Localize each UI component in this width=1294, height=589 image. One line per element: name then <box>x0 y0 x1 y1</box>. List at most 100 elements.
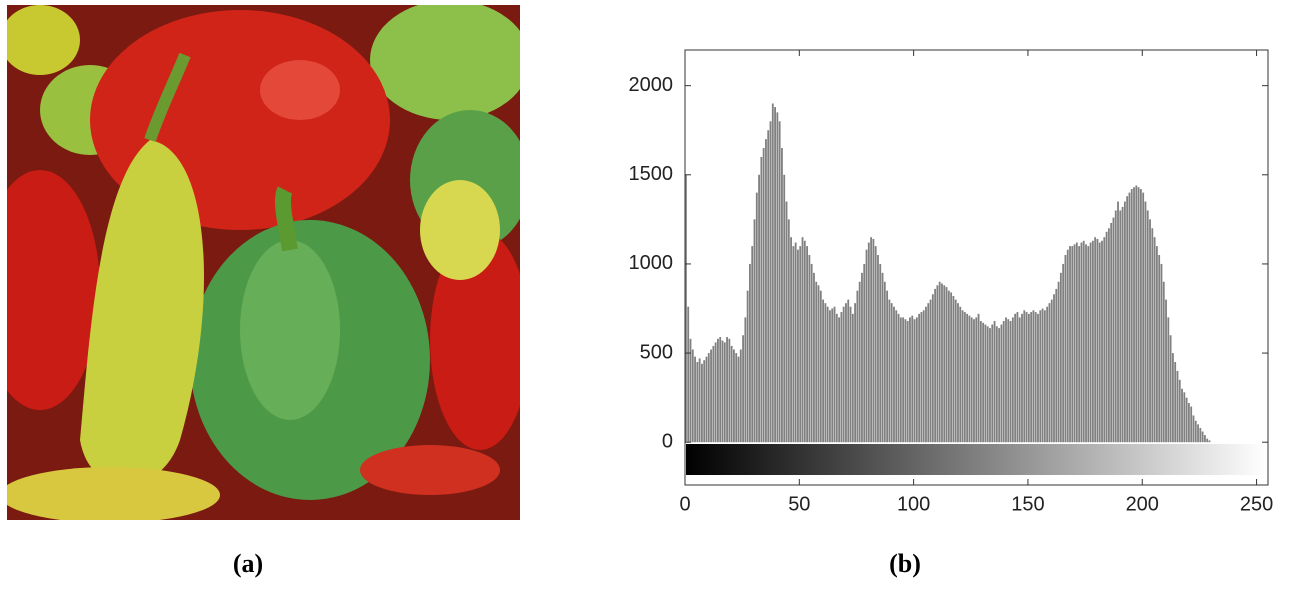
bar <box>719 337 721 442</box>
bar <box>985 325 987 443</box>
bar <box>751 246 753 442</box>
bar <box>932 294 934 442</box>
bar <box>747 291 749 443</box>
bar <box>904 319 906 442</box>
bar <box>1172 353 1174 442</box>
bar <box>797 250 799 443</box>
bar <box>744 317 746 442</box>
bar <box>1197 424 1199 442</box>
bar <box>781 148 783 442</box>
bar <box>957 303 959 442</box>
bar <box>996 326 998 442</box>
bar <box>1051 300 1053 443</box>
caption-a: (a) <box>233 549 263 578</box>
bar <box>934 289 936 442</box>
bar <box>1186 398 1188 443</box>
bar <box>884 282 886 442</box>
bar <box>1177 371 1179 442</box>
bar <box>836 314 838 442</box>
bar <box>1039 310 1041 442</box>
bar <box>1206 439 1208 443</box>
bar <box>1204 435 1206 442</box>
bar <box>1099 243 1101 443</box>
bar <box>925 307 927 442</box>
bar <box>1035 312 1037 442</box>
bar <box>989 328 991 442</box>
bar <box>1117 202 1119 443</box>
bar <box>758 175 760 442</box>
bar <box>742 335 744 442</box>
bar <box>1078 246 1080 442</box>
bar <box>749 264 751 442</box>
bar <box>808 255 810 442</box>
x-tick-label: 150 <box>1011 493 1044 515</box>
bar <box>1058 282 1060 442</box>
bar <box>1103 237 1105 442</box>
bar <box>971 317 973 442</box>
bar <box>943 285 945 442</box>
bar <box>1131 189 1133 442</box>
bar <box>975 317 977 442</box>
bar <box>898 314 900 442</box>
bar <box>1119 210 1121 442</box>
bar <box>1188 403 1190 442</box>
bar <box>790 237 792 442</box>
bar <box>850 307 852 442</box>
bar <box>1183 392 1185 442</box>
bar <box>1190 407 1192 443</box>
bar <box>1156 246 1158 442</box>
bar <box>980 321 982 442</box>
bar <box>1019 317 1021 442</box>
bar <box>1195 421 1197 442</box>
y-tick-label: 500 <box>640 341 673 363</box>
bar <box>786 202 788 443</box>
figure: (a) (b) 0500100015002000050100150200250 <box>0 0 1294 584</box>
bar <box>1193 415 1195 442</box>
bar <box>856 291 858 443</box>
bar <box>1033 310 1035 442</box>
bar <box>765 139 767 442</box>
bar <box>1129 193 1131 443</box>
bar <box>950 292 952 442</box>
bar <box>788 219 790 442</box>
bar <box>767 130 769 442</box>
bar <box>824 303 826 442</box>
bar <box>760 157 762 442</box>
bar <box>879 264 881 442</box>
bar <box>838 317 840 442</box>
bar <box>863 264 865 442</box>
bar <box>1154 237 1156 442</box>
bar <box>1097 239 1099 442</box>
bar <box>1122 207 1124 442</box>
bar <box>987 326 989 442</box>
bar <box>948 291 950 443</box>
bar <box>717 339 719 442</box>
bar <box>916 317 918 442</box>
bar <box>1026 312 1028 442</box>
bar <box>1021 314 1023 442</box>
bar <box>1202 432 1204 443</box>
bar <box>731 346 733 442</box>
bar <box>1174 362 1176 442</box>
y-tick-label: 2000 <box>629 74 674 96</box>
bar <box>847 300 849 443</box>
bar <box>911 316 913 443</box>
bar <box>962 310 964 442</box>
y-tick-label: 0 <box>662 430 673 452</box>
bar <box>1108 228 1110 442</box>
bar <box>692 350 694 443</box>
bar <box>822 300 824 443</box>
bar <box>829 310 831 442</box>
bar <box>690 339 692 442</box>
bar <box>813 273 815 442</box>
bar <box>795 243 797 443</box>
bar <box>733 350 735 443</box>
bar <box>1071 246 1073 442</box>
bar <box>902 317 904 442</box>
bar <box>818 285 820 442</box>
x-tick-label: 0 <box>679 493 690 515</box>
bar <box>920 312 922 442</box>
bar <box>1147 210 1149 442</box>
bar <box>696 362 698 442</box>
bar <box>1133 187 1135 442</box>
